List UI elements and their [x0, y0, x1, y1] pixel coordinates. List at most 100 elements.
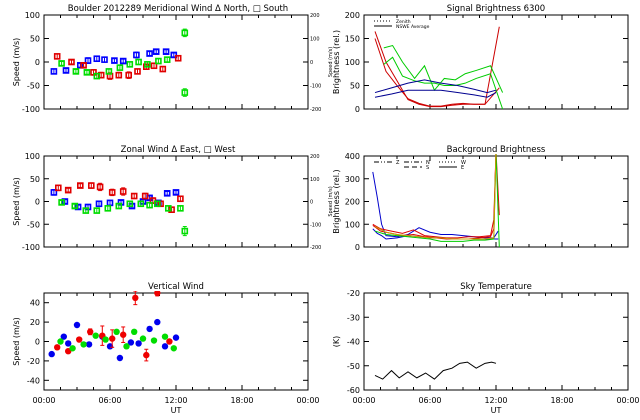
data-point-red: [132, 294, 139, 302]
data-point-blue: [62, 67, 70, 74]
data-layer: [50, 182, 189, 237]
data-point-red: [174, 54, 182, 62]
data-point-red: [108, 189, 116, 196]
y-tick-label: 50: [350, 82, 360, 91]
data-point-green: [113, 328, 120, 335]
y-tick-label: -50: [347, 362, 360, 371]
data-point-green: [80, 341, 87, 348]
data-point-blue: [93, 55, 101, 63]
data-point-blue: [119, 57, 127, 65]
series-line-orange-1: [374, 154, 497, 240]
panel-meridional: -100 -50 0 50 100 Speed (m/s) -200 -100 0 100 200 S…: [12, 4, 334, 114]
y2-tick-label: -200: [310, 245, 321, 251]
y2-tick-label: 200: [310, 154, 320, 160]
x-tick-label: 00:00: [32, 396, 55, 405]
series-line-blue-2: [374, 89, 497, 98]
data-point-green: [105, 68, 113, 75]
data-point-green: [181, 29, 189, 37]
y-tick-label: 0: [355, 105, 360, 114]
data-point-red: [125, 71, 132, 79]
y-tick-label: 20: [30, 318, 40, 327]
plot-frame: [43, 155, 309, 248]
legend-label: E: [461, 165, 464, 171]
data-point-red: [96, 183, 104, 191]
y2-axis-label: Speed (m/s): [328, 186, 334, 216]
series-line-blue-1: [372, 171, 499, 239]
y-tick-label: -40: [347, 338, 360, 347]
x-tick-label: 00:00: [352, 396, 375, 405]
series-line-sky: [374, 361, 497, 380]
data-layer: [372, 154, 500, 247]
data-point-blue: [116, 354, 124, 362]
data-point-red: [90, 69, 97, 76]
y-tick-label: -20: [27, 357, 40, 366]
data-point-green: [102, 336, 109, 343]
data-point-blue: [60, 333, 67, 340]
data-point-green: [135, 58, 142, 66]
data-point-red: [68, 58, 75, 66]
y2-tick-label: 200: [310, 13, 320, 19]
panel-signal: 0 50 100 150 200 Brightness (rel.) Signal Brig…: [332, 4, 629, 114]
data-point-green: [93, 207, 101, 214]
data-point-red: [54, 184, 62, 192]
data-point-red: [64, 186, 72, 194]
x-tick-label: 06:00: [418, 396, 441, 405]
data-point-red: [76, 336, 83, 343]
y-tick-label: 200: [345, 11, 360, 20]
y2-axis-label: Speed (m/s): [328, 47, 334, 77]
data-point-blue: [61, 198, 69, 205]
data-point-blue: [154, 318, 161, 326]
data-point-blue: [172, 334, 180, 341]
data-point-green: [123, 343, 130, 350]
data-point-green: [146, 201, 153, 209]
data-point-green: [131, 328, 138, 335]
data-layer: [48, 291, 180, 362]
panel-zonal: -100 -50 0 50 100 Speed (m/s) -200 -100 0 100 200 S…: [12, 145, 334, 252]
y-tick-label: 400: [345, 152, 360, 161]
legend-label: S: [426, 165, 429, 171]
y-tick-label: -50: [27, 220, 40, 229]
data-point-blue: [133, 51, 140, 59]
series-line-red-2: [372, 154, 497, 240]
y-tick-label: 300: [345, 175, 360, 184]
x-tick-label: 00:00: [296, 396, 319, 405]
y-axis-label: Speed (m/s): [12, 317, 21, 366]
data-point-red: [80, 61, 87, 69]
legend-label: N: [426, 160, 430, 166]
data-point-blue: [152, 48, 160, 55]
legend-label: NSWE Average: [396, 24, 430, 30]
data-point-green: [82, 207, 90, 214]
y2-tick-label: 100: [310, 177, 320, 183]
x-tick-label: 18:00: [230, 396, 253, 405]
chart-title: Background Brightness: [447, 145, 546, 155]
y-axis-label: Brightness (rel.): [332, 169, 341, 233]
data-point-green: [165, 205, 172, 212]
data-point-green: [116, 64, 124, 71]
data-point-blue: [172, 189, 180, 196]
data-point-red: [53, 53, 61, 60]
y-tick-label: -30: [347, 313, 360, 322]
x-tick-label: 18:00: [550, 396, 573, 405]
data-point-red: [150, 62, 158, 70]
x-tick-label: 12:00: [484, 396, 507, 405]
series-line-green-2: [383, 56, 504, 109]
y2-tick-label: -100: [310, 84, 321, 90]
y2-tick-label: 0: [310, 200, 313, 206]
data-point-green: [154, 200, 161, 208]
y-tick-label: 100: [25, 152, 40, 161]
data-point-green: [181, 227, 189, 235]
y-axis-label: Brightness (rel.): [332, 30, 341, 94]
series-line-red-2: [374, 38, 500, 107]
y-tick-label: -50: [27, 82, 40, 91]
legend-label: Z: [396, 160, 400, 166]
data-point-green: [137, 200, 145, 208]
y2-tick-label: 100: [310, 37, 320, 43]
data-point-red: [154, 291, 161, 297]
data-point-blue: [50, 189, 58, 196]
series-line-green-1: [374, 154, 500, 247]
data-layer: [50, 28, 189, 97]
data-point-blue: [146, 50, 153, 57]
data-point-red: [134, 68, 141, 75]
data-point-green: [58, 199, 65, 206]
x-axis-label: UT: [171, 406, 182, 415]
